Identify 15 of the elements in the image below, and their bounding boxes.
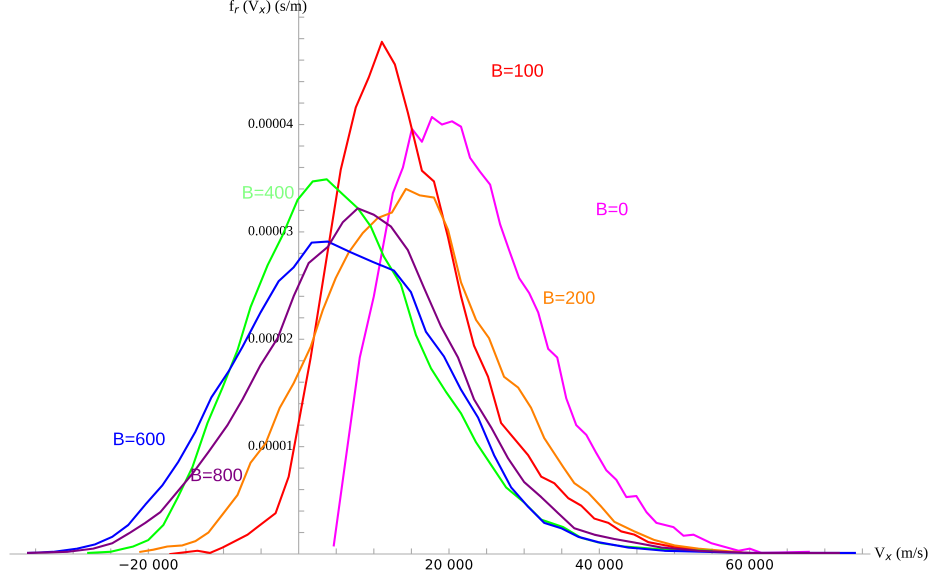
series-label: B=800 [192, 468, 242, 482]
y-axis-title: f$_{r}$ (V$_{x}$) (s/m) [229, 0, 306, 14]
text: B=100 [492, 64, 544, 77]
x-tick-label: 40 000 [576, 559, 623, 570]
series-label: B=400 [243, 186, 294, 199]
line-series [332, 116, 810, 554]
y-tick-label: 0.00004 [248, 118, 293, 128]
series-label: B=600 [114, 432, 165, 446]
text: B=200 [544, 291, 595, 304]
x-axis-title: V$_{x}$ (m/s) [874, 546, 928, 561]
x-tick-label: −20 000 [120, 559, 178, 570]
x-tick-label: 20 000 [426, 559, 472, 570]
text: B=0 [597, 202, 628, 216]
line-series [87, 178, 713, 554]
x-tick-label: 60 000 [726, 559, 774, 570]
